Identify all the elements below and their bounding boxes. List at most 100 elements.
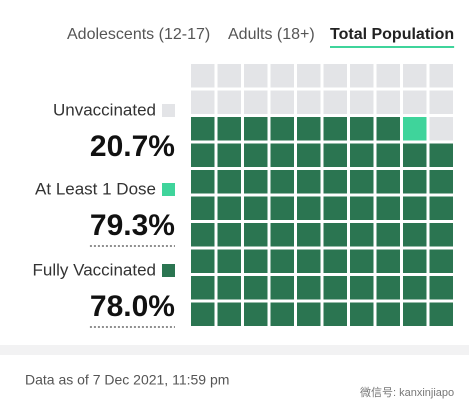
waffle-cell xyxy=(270,170,294,194)
waffle-cell xyxy=(323,117,347,141)
waffle-cell xyxy=(376,64,400,88)
waffle-cell xyxy=(217,276,241,300)
waffle-cell xyxy=(429,117,453,141)
waffle-cell xyxy=(376,170,400,194)
waffle-cell xyxy=(217,143,241,167)
waffle-cell xyxy=(270,249,294,273)
waffle-cell xyxy=(323,196,347,220)
waffle-cell xyxy=(217,64,241,88)
waffle-cell xyxy=(350,196,374,220)
waffle-cell xyxy=(217,249,241,273)
waffle-cell xyxy=(403,170,427,194)
legend-label: Unvaccinated xyxy=(53,100,156,119)
waffle-cell xyxy=(429,64,453,88)
waffle-cell xyxy=(191,117,215,141)
waffle-cell xyxy=(270,90,294,114)
legend-label: Fully Vaccinated xyxy=(33,260,156,279)
waffle-cell xyxy=(244,64,268,88)
waffle-cell xyxy=(244,196,268,220)
waffle-cell xyxy=(297,196,321,220)
waffle-cell xyxy=(376,249,400,273)
waffle-cell xyxy=(217,117,241,141)
waffle-cell xyxy=(191,223,215,247)
waffle-cell xyxy=(429,196,453,220)
waffle-cell xyxy=(244,249,268,273)
waffle-cell xyxy=(350,90,374,114)
waffle-cell xyxy=(244,143,268,167)
waffle-cell xyxy=(323,249,347,273)
waffle-cell xyxy=(323,64,347,88)
legend-label: At Least 1 Dose xyxy=(35,179,156,198)
waffle-cell xyxy=(323,223,347,247)
waffle-cell xyxy=(403,196,427,220)
waffle-cell xyxy=(429,276,453,300)
legend-swatch xyxy=(162,264,175,277)
waffle-cell xyxy=(297,302,321,326)
waffle-cell xyxy=(403,223,427,247)
waffle-cell xyxy=(191,249,215,273)
waffle-cell xyxy=(403,249,427,273)
watermark: 微信号: kanxinjiapo xyxy=(360,385,454,399)
waffle-cell xyxy=(270,302,294,326)
tab[interactable]: Adolescents (12-17) xyxy=(67,26,210,43)
waffle-cell xyxy=(297,223,321,247)
waffle-cell xyxy=(270,143,294,167)
waffle-cell xyxy=(217,302,241,326)
waffle-cell xyxy=(217,170,241,194)
waffle-cell xyxy=(191,276,215,300)
waffle-cell xyxy=(323,302,347,326)
waffle-cell xyxy=(244,90,268,114)
waffle-cell xyxy=(244,117,268,141)
tab[interactable]: Adults (18+) xyxy=(228,26,315,43)
waffle-cell xyxy=(270,196,294,220)
waffle-cell xyxy=(429,223,453,247)
waffle-cell xyxy=(297,90,321,114)
waffle-cell xyxy=(376,117,400,141)
waffle-cell xyxy=(429,249,453,273)
waffle-cell xyxy=(350,143,374,167)
waffle-cell xyxy=(297,249,321,273)
divider-band xyxy=(0,345,469,355)
waffle-cell xyxy=(376,302,400,326)
waffle-cell xyxy=(350,170,374,194)
footer-note: Data as of 7 Dec 2021, 11:59 pm xyxy=(25,372,229,388)
waffle-cell xyxy=(376,90,400,114)
waffle-cell xyxy=(323,90,347,114)
waffle-cell xyxy=(217,223,241,247)
tab[interactable]: Total Population xyxy=(330,26,454,43)
waffle-cell xyxy=(191,196,215,220)
waffle-cell xyxy=(323,143,347,167)
waffle-cell xyxy=(297,143,321,167)
waffle-cell xyxy=(429,143,453,167)
waffle-cell xyxy=(244,170,268,194)
waffle-cell xyxy=(270,276,294,300)
waffle-cell xyxy=(403,143,427,167)
waffle-cell xyxy=(191,170,215,194)
waffle-cell xyxy=(403,117,427,141)
waffle-cell xyxy=(217,196,241,220)
waffle-cell xyxy=(376,223,400,247)
waffle-cell xyxy=(350,276,374,300)
value-label: 20.7% xyxy=(90,130,175,163)
waffle-cell xyxy=(376,143,400,167)
waffle-cell xyxy=(403,64,427,88)
waffle-cell xyxy=(350,64,374,88)
waffle-cell xyxy=(403,90,427,114)
waffle-cell xyxy=(376,276,400,300)
waffle-cell xyxy=(350,223,374,247)
waffle-cell xyxy=(429,170,453,194)
waffle-cell xyxy=(350,302,374,326)
waffle-cell xyxy=(297,117,321,141)
waffle-cell xyxy=(403,276,427,300)
waffle-cell xyxy=(217,90,241,114)
waffle-cell xyxy=(323,276,347,300)
value-label: 79.3% xyxy=(90,209,175,242)
waffle-cell xyxy=(270,223,294,247)
waffle-cell xyxy=(244,223,268,247)
waffle-cell xyxy=(323,170,347,194)
legend-swatch xyxy=(162,183,175,196)
waffle-cell xyxy=(429,302,453,326)
waffle-cell xyxy=(297,64,321,88)
waffle-cell xyxy=(244,276,268,300)
